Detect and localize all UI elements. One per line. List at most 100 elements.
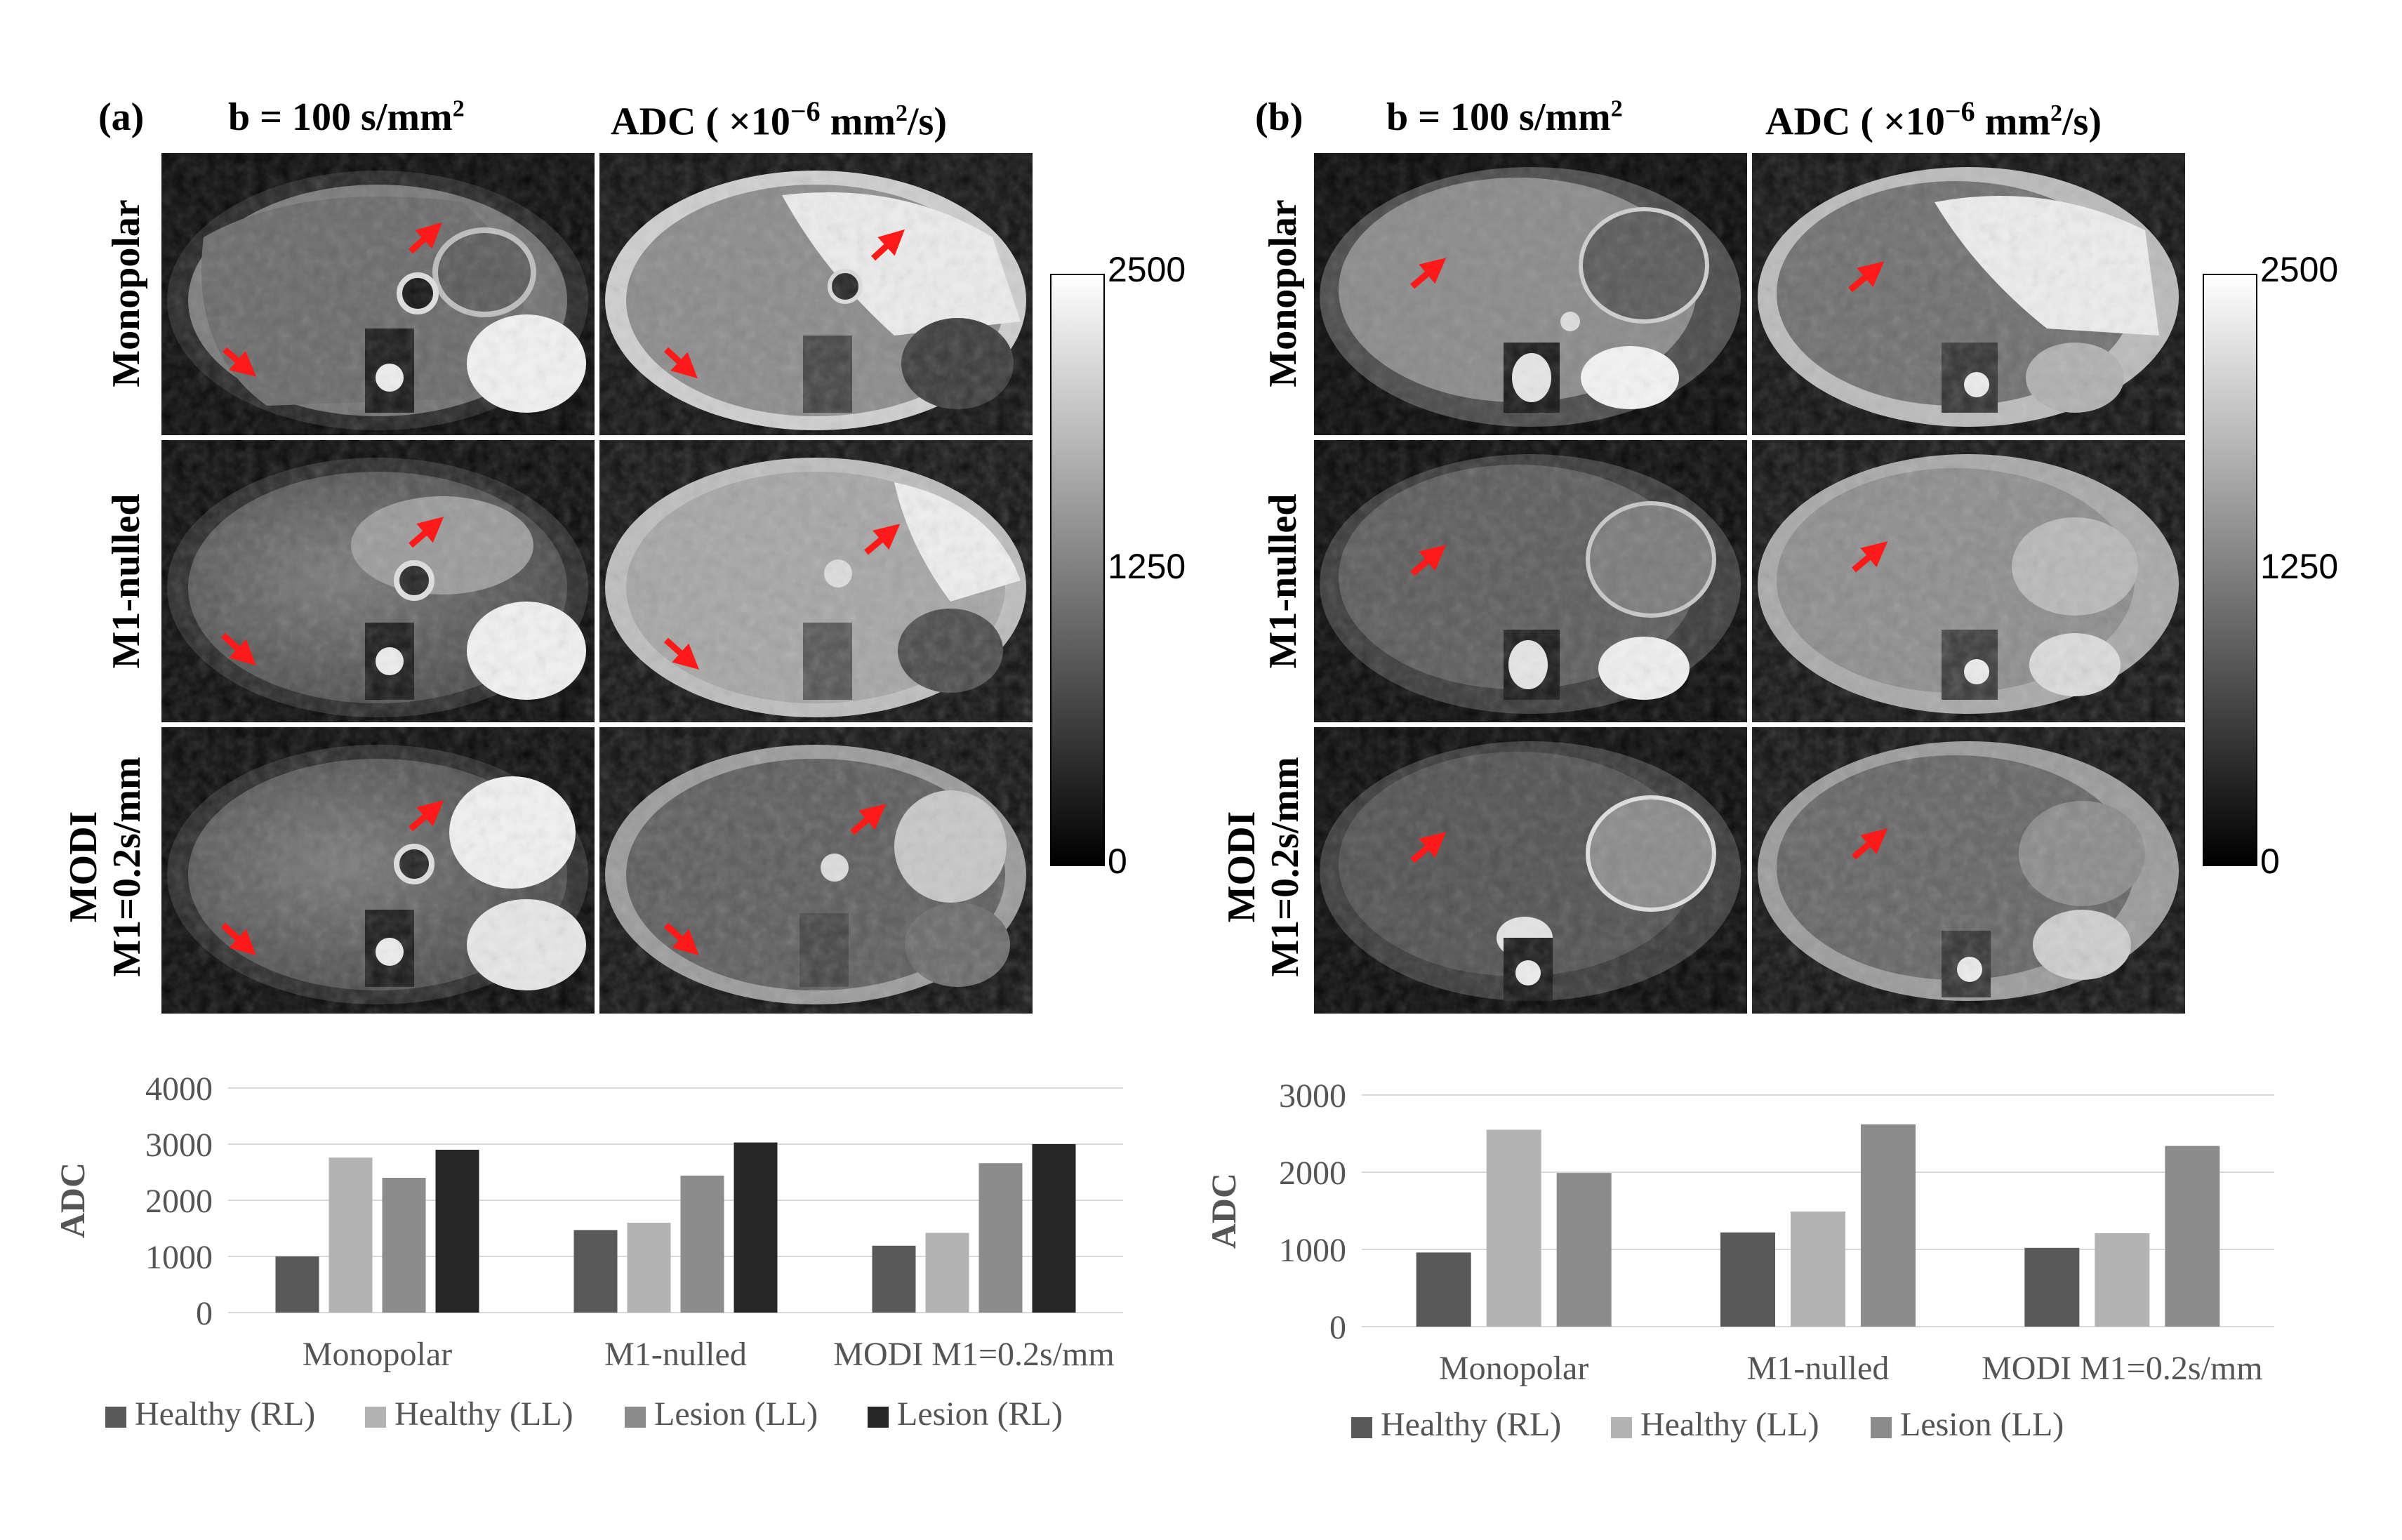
y-axis-label: ADC: [53, 1162, 92, 1238]
bar: [2095, 1233, 2150, 1327]
mri-a-b100-m1nulled: [161, 440, 595, 722]
bar: [2024, 1247, 2080, 1327]
panel-b-colorbar-min: 0: [2260, 842, 2280, 881]
y-tick-label: 2000: [1279, 1155, 1346, 1192]
chart-panel-b: 0 1000 2000 3000 ADC Monopolar M1-nulled MODI M…: [1204, 1077, 2274, 1443]
x-tick-label: MODI M1=0.2s/mm: [833, 1336, 1114, 1373]
col-adc-pre: ADC ( ×10: [1765, 100, 1945, 144]
mri-b-adc-monopolar: [1752, 153, 2185, 435]
x-tick-label: Monopolar: [1439, 1350, 1588, 1387]
panel-a-row-label-1: Monopolar: [105, 199, 148, 387]
x-tick-label: Monopolar: [303, 1336, 452, 1373]
panel-b-row-label-1: Monopolar: [1261, 199, 1305, 387]
legend-swatch: [1611, 1417, 1632, 1438]
y-tick-label: 3000: [145, 1127, 213, 1164]
panel-b-colorbar-max: 2500: [2260, 250, 2339, 289]
panel-a-col-b-header: b = 100 s/mm2: [228, 95, 465, 140]
mri-a-adc-m1nulled: [599, 440, 1033, 722]
legend-label: Healthy (RL): [135, 1395, 315, 1433]
y-tick-label: 4000: [145, 1070, 213, 1108]
legend-label: Healthy (LL): [1640, 1406, 1819, 1443]
mri-b-adc-m1nulled: [1752, 440, 2185, 722]
bar: [1720, 1232, 1775, 1327]
panel-b-col-b-header: b = 100 s/mm2: [1386, 95, 1623, 140]
col-adc-sup: −6: [1944, 95, 1975, 127]
legend-swatch: [105, 1407, 126, 1428]
col-adc-tail: /s): [2062, 100, 2102, 144]
panel-a-colorbar-min: 0: [1108, 842, 1127, 881]
col-adc-sup2: 2: [895, 100, 908, 126]
legend-swatch: [868, 1407, 889, 1428]
panel-b-label: (b): [1255, 95, 1303, 139]
legend-label: Lesion (LL): [654, 1395, 818, 1433]
col-b-sup: 2: [1610, 95, 1623, 122]
mri-b-b100-monopolar: [1314, 153, 1747, 435]
x-tick-label: M1-nulled: [604, 1336, 747, 1373]
row-label-3-line1: MODI: [62, 811, 105, 923]
y-axis-label: ADC: [1204, 1173, 1243, 1249]
col-adc-sup: −6: [790, 95, 821, 127]
col-adc-post: mm: [820, 100, 896, 144]
bar: [1556, 1173, 1612, 1327]
panel-b-row-label-2: M1-nulled: [1261, 493, 1305, 669]
panel-a-row-label-2: M1-nulled: [105, 493, 148, 669]
col-b-sup: 2: [452, 95, 465, 122]
mri-a-adc-modi: [599, 727, 1033, 1014]
x-tick-label: M1-nulled: [1747, 1350, 1890, 1387]
col-adc-post: mm: [1975, 100, 2050, 144]
y-tick-label: 1000: [145, 1239, 213, 1276]
panel-b-colorbar-mid: 1250: [2260, 547, 2339, 586]
bar: [329, 1157, 373, 1313]
y-tick-label: 0: [1329, 1309, 1346, 1346]
panel-a-col-adc-header: ADC ( ×10−6 mm2/s): [611, 95, 947, 145]
mri-b-b100-m1nulled: [1314, 440, 1747, 722]
row-label-3-line2: M1=0.2s/mm: [105, 757, 149, 977]
panel-a-colorbar-mid: 1250: [1108, 547, 1186, 586]
panel-a-row-label-3: MODI M1=0.2s/mm: [62, 757, 149, 976]
panel-b-row-label-3: MODI M1=0.2s/mm: [1220, 757, 1307, 976]
bar: [275, 1256, 319, 1313]
mri-b-b100-modi: [1314, 727, 1747, 1014]
bar: [925, 1233, 969, 1313]
bar: [1486, 1129, 1541, 1327]
mri-b-adc-modi: [1752, 727, 2185, 1014]
chart-panel-a: 0 1000 2000 3000 4000 ADC Monopolar M1-nulled MO…: [53, 1070, 1123, 1433]
col-adc-sup2: 2: [2050, 100, 2062, 126]
y-tick-label: 1000: [1279, 1232, 1346, 1269]
y-tick-label: 2000: [145, 1183, 213, 1220]
y-tick-label: 3000: [1279, 1077, 1346, 1115]
legend-swatch: [1871, 1417, 1892, 1438]
y-tick-label: 0: [196, 1295, 213, 1332]
col-b-text: b = 100 s/mm: [1386, 95, 1611, 139]
bar: [382, 1178, 426, 1313]
legend-label: Lesion (RL): [897, 1395, 1063, 1433]
bar: [872, 1245, 916, 1313]
col-b-text: b = 100 s/mm: [228, 95, 453, 139]
panel-a-colorbar-max: 2500: [1108, 250, 1186, 289]
legend-swatch: [1351, 1417, 1372, 1438]
bar: [573, 1230, 618, 1313]
bar: [627, 1223, 671, 1313]
legend-label: Healthy (LL): [394, 1395, 573, 1433]
panel-a-colorbar: [1050, 274, 1105, 866]
panel-a-label: (a): [98, 95, 145, 139]
mri-a-b100-monopolar: [161, 153, 595, 435]
legend-swatch: [625, 1407, 646, 1428]
bar: [1032, 1144, 1076, 1313]
mri-a-adc-monopolar: [599, 153, 1033, 435]
bar: [1791, 1212, 1845, 1327]
col-adc-pre: ADC ( ×10: [611, 100, 790, 144]
row-label-3-line2: M1=0.2s/mm: [1263, 757, 1307, 977]
bar: [978, 1163, 1023, 1313]
mri-a-b100-modi: [161, 727, 595, 1014]
legend-label: Lesion (LL): [1900, 1406, 2064, 1443]
legend-label: Healthy (RL): [1381, 1406, 1561, 1443]
bar: [734, 1142, 778, 1313]
legend-swatch: [365, 1407, 386, 1428]
col-adc-tail: /s): [907, 100, 947, 144]
panel-b-col-adc-header: ADC ( ×10−6 mm2/s): [1765, 95, 2102, 145]
bar: [1416, 1252, 1471, 1327]
row-label-3-line1: MODI: [1220, 811, 1263, 923]
x-tick-label: MODI M1=0.2s/mm: [1982, 1350, 2262, 1387]
bar: [435, 1150, 479, 1313]
